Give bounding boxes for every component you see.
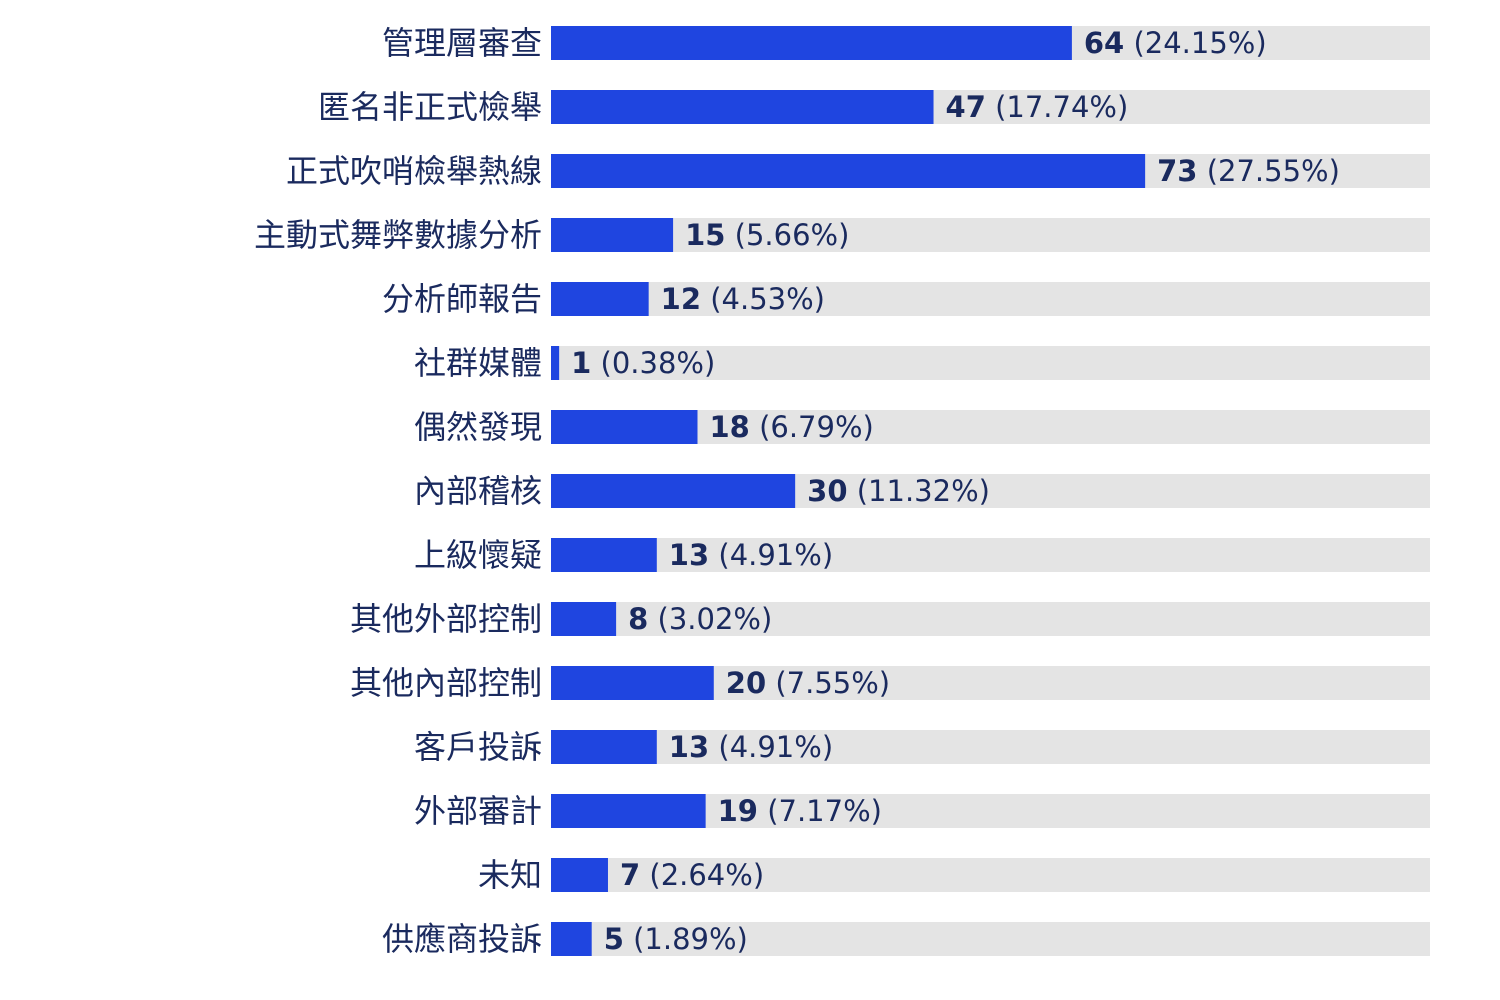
data-label-percent: (4.53%) [701,282,825,316]
bar [551,218,674,252]
data-label-value: 1 [571,346,591,380]
bar [551,282,649,316]
data-label-value: 7 [620,858,640,892]
category-label: 社群媒體 [414,344,542,382]
data-label: 8 (3.02%) [628,602,772,636]
data-label-value: 8 [628,602,648,636]
data-label: 1 (0.38%) [571,346,715,380]
category-label: 匿名非正式檢舉 [318,88,542,126]
data-label-percent: (11.32%) [848,474,990,508]
bar-tracks [551,26,1430,956]
category-label: 供應商投訴 [382,920,542,958]
bar-track [551,858,1430,892]
category-label: 客戶投訴 [414,728,542,766]
bar-track [551,218,1430,252]
data-label-value: 47 [946,90,986,124]
data-label-value: 30 [807,474,847,508]
data-label-percent: (7.55%) [766,666,890,700]
data-label: 13 (4.91%) [669,730,833,764]
data-label: 13 (4.91%) [669,538,833,572]
data-label-value: 12 [661,282,701,316]
data-label-percent: (7.17%) [758,794,882,828]
data-label-percent: (0.38%) [591,346,715,380]
data-label-value: 13 [669,730,709,764]
data-label: 64 (24.15%) [1084,26,1267,60]
bar [551,858,608,892]
bar [551,474,796,508]
data-label: 20 (7.55%) [726,666,890,700]
category-label: 內部稽核 [414,472,542,510]
data-label-percent: (4.91%) [709,730,833,764]
bar [551,922,592,956]
data-label-value: 15 [685,218,725,252]
data-label-percent: (5.66%) [725,218,849,252]
data-label: 30 (11.32%) [807,474,990,508]
data-label-value: 18 [710,410,750,444]
bar [551,538,657,572]
category-label: 管理層審查 [382,24,542,62]
bars [551,26,1146,956]
data-label-percent: (2.64%) [640,858,764,892]
data-label: 5 (1.89%) [604,922,748,956]
category-label: 外部審計 [414,792,542,830]
category-label: 正式吹哨檢舉熱線 [286,152,542,190]
value-labels: 64 (24.15%)47 (17.74%)73 (27.55%)15 (5.6… [571,26,1340,956]
bar [551,794,706,828]
bar-track [551,922,1430,956]
bar-track [551,346,1430,380]
bar-track [551,538,1430,572]
bar [551,26,1072,60]
category-label: 其他內部控制 [350,664,542,702]
data-label-value: 19 [718,794,758,828]
data-label: 7 (2.64%) [620,858,764,892]
data-label-percent: (3.02%) [648,602,772,636]
data-label-percent: (6.79%) [750,410,874,444]
data-label: 12 (4.53%) [661,282,825,316]
bar [551,730,657,764]
category-labels: 管理層審查匿名非正式檢舉正式吹哨檢舉熱線主動式舞弊數據分析分析師報告社群媒體偶然… [254,24,542,958]
bar [551,346,560,380]
bar-track [551,730,1430,764]
data-label-percent: (27.55%) [1197,154,1339,188]
bar-track [551,282,1430,316]
bar [551,666,714,700]
data-label-value: 5 [604,922,624,956]
bar [551,154,1146,188]
category-label: 主動式舞弊數據分析 [254,216,542,254]
data-label-percent: (24.15%) [1124,26,1266,60]
data-label: 47 (17.74%) [946,90,1129,124]
category-label: 上級懷疑 [414,536,542,574]
bar [551,410,698,444]
bar [551,90,934,124]
category-label: 分析師報告 [382,280,542,318]
data-label-value: 20 [726,666,766,700]
data-label-percent: (4.91%) [709,538,833,572]
category-label: 偶然發現 [414,408,542,446]
category-label: 其他外部控制 [350,600,542,638]
data-label: 19 (7.17%) [718,794,882,828]
category-label: 未知 [478,856,542,894]
data-label: 73 (27.55%) [1157,154,1340,188]
data-label: 18 (6.79%) [710,410,874,444]
bar [551,602,617,636]
data-label-percent: (17.74%) [986,90,1128,124]
data-label: 15 (5.66%) [685,218,849,252]
data-label-percent: (1.89%) [624,922,748,956]
data-label-value: 64 [1084,26,1124,60]
bar-track [551,602,1430,636]
data-label-value: 13 [669,538,709,572]
data-label-value: 73 [1157,154,1197,188]
